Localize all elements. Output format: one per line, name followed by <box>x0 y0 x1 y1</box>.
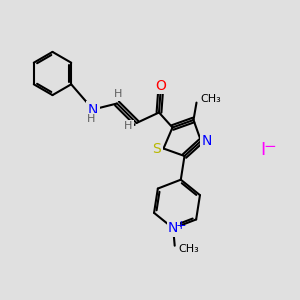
Text: S: S <box>152 142 161 156</box>
Text: +: + <box>176 219 186 232</box>
Text: O: O <box>155 79 166 93</box>
Text: CH₃: CH₃ <box>178 244 199 254</box>
Text: H: H <box>114 89 123 100</box>
Text: −: − <box>264 139 276 154</box>
Text: CH₃: CH₃ <box>200 94 221 104</box>
Text: N: N <box>88 103 98 116</box>
Text: H: H <box>124 121 132 131</box>
Text: H: H <box>87 114 96 124</box>
Text: I: I <box>260 141 265 159</box>
Text: N: N <box>202 134 212 148</box>
Text: N: N <box>168 221 178 235</box>
